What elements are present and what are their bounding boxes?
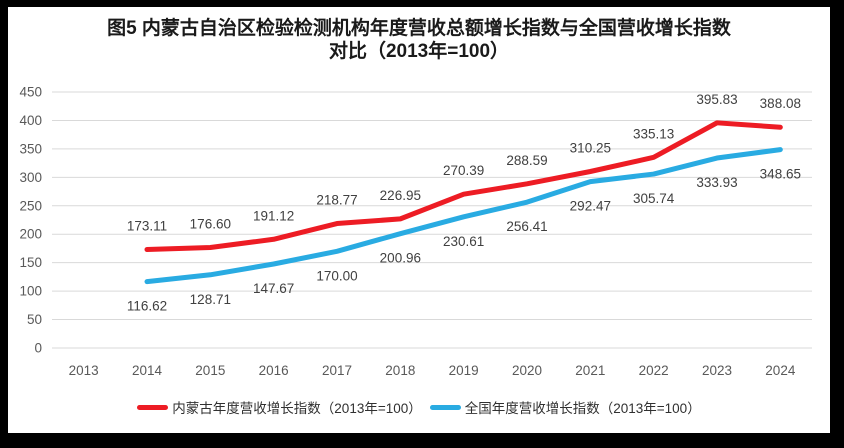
y-tick-label: 250: [19, 198, 42, 213]
series-line: [144, 120, 783, 253]
series-neimenggu: 173.11 176.60 191.12 218.77 226.95 270.39 288.…: [127, 92, 801, 253]
legend-item-national: 全国年度营收增长指数（2013年=100）: [429, 397, 701, 417]
y-tick-label: 100: [19, 284, 42, 299]
x-tick-label: 2015: [195, 363, 225, 378]
data-label: 147.67: [253, 281, 294, 296]
data-label: 128.71: [190, 292, 231, 307]
legend-line-swatch-red: [137, 404, 169, 410]
y-tick-label: 0: [34, 341, 42, 356]
x-tick-label: 2016: [259, 363, 289, 378]
y-tick-label: 200: [19, 227, 42, 242]
data-label: 395.83: [696, 92, 737, 107]
y-tick-label: 400: [19, 113, 42, 128]
y-axis-tick-labels: 0 50 100 150 200 250 300 350 400 450: [19, 85, 42, 356]
x-axis-tick-labels: 2013 2014 2015 2016 2017 2018 2019 2020 2021 2022…: [69, 363, 796, 378]
y-tick-label: 350: [19, 141, 42, 156]
x-tick-label: 2021: [575, 363, 605, 378]
x-tick-label: 2020: [512, 363, 542, 378]
x-tick-label: 2017: [322, 363, 352, 378]
y-tick-label: 50: [27, 312, 42, 327]
chart-title: 图5 内蒙古自治区检验检测机构年度营收总额增长指数与全国营收增长指数 对比（20…: [8, 17, 830, 63]
chart-panel: 图5 内蒙古自治区检验检测机构年度营收总额增长指数与全国营收增长指数 对比（20…: [8, 7, 830, 433]
chart-title-line2: 对比（2013年=100）: [328, 41, 510, 62]
x-tick-label: 2014: [132, 363, 163, 378]
series-line: [144, 147, 783, 285]
data-label: 200.96: [380, 251, 421, 266]
x-tick-label: 2022: [639, 363, 669, 378]
x-tick-label: 2013: [69, 363, 99, 378]
data-label: 226.95: [380, 188, 421, 203]
data-label: 310.25: [570, 141, 611, 156]
chart-title-line1: 图5 内蒙古自治区检验检测机构年度营收总额增长指数与全国营收增长指数: [107, 18, 731, 39]
x-tick-label: 2023: [702, 363, 732, 378]
data-label: 335.13: [633, 126, 674, 141]
legend-line-swatch-blue: [429, 404, 461, 410]
x-tick-label: 2019: [449, 363, 479, 378]
data-label: 288.59: [506, 153, 547, 168]
data-label: 116.62: [127, 299, 167, 314]
y-tick-label: 450: [19, 85, 42, 100]
data-label: 218.77: [316, 193, 357, 208]
y-tick-label: 300: [19, 170, 42, 185]
data-label: 256.41: [506, 219, 547, 234]
data-label: 305.74: [633, 191, 675, 206]
chart-legend: 内蒙古年度营收增长指数（2013年=100） 全国年度营收增长指数（2013年=…: [8, 397, 830, 417]
gridlines: [52, 91, 812, 349]
data-label: 176.60: [190, 217, 231, 232]
data-label: 333.93: [696, 175, 737, 190]
legend-label-neimenggu: 内蒙古年度营收增长指数（2013年=100）: [172, 401, 422, 416]
legend-item-neimenggu: 内蒙古年度营收增长指数（2013年=100）: [137, 397, 422, 417]
x-tick-label: 2024: [765, 363, 796, 378]
data-label: 292.47: [570, 199, 611, 214]
x-tick-label: 2018: [385, 363, 415, 378]
legend-label-national: 全国年度营收增长指数（2013年=100）: [464, 401, 701, 416]
data-label: 173.11: [127, 219, 167, 234]
data-label: 170.00: [316, 268, 357, 283]
data-label: 191.12: [253, 208, 294, 223]
y-tick-label: 150: [19, 255, 42, 270]
data-label: 270.39: [443, 163, 484, 178]
data-label: 230.61: [443, 234, 484, 249]
series-national: 116.62 128.71 147.67 170.00 200.96 230.61 256.…: [127, 147, 801, 314]
data-label: 348.65: [760, 167, 801, 182]
data-label: 388.08: [760, 96, 801, 111]
